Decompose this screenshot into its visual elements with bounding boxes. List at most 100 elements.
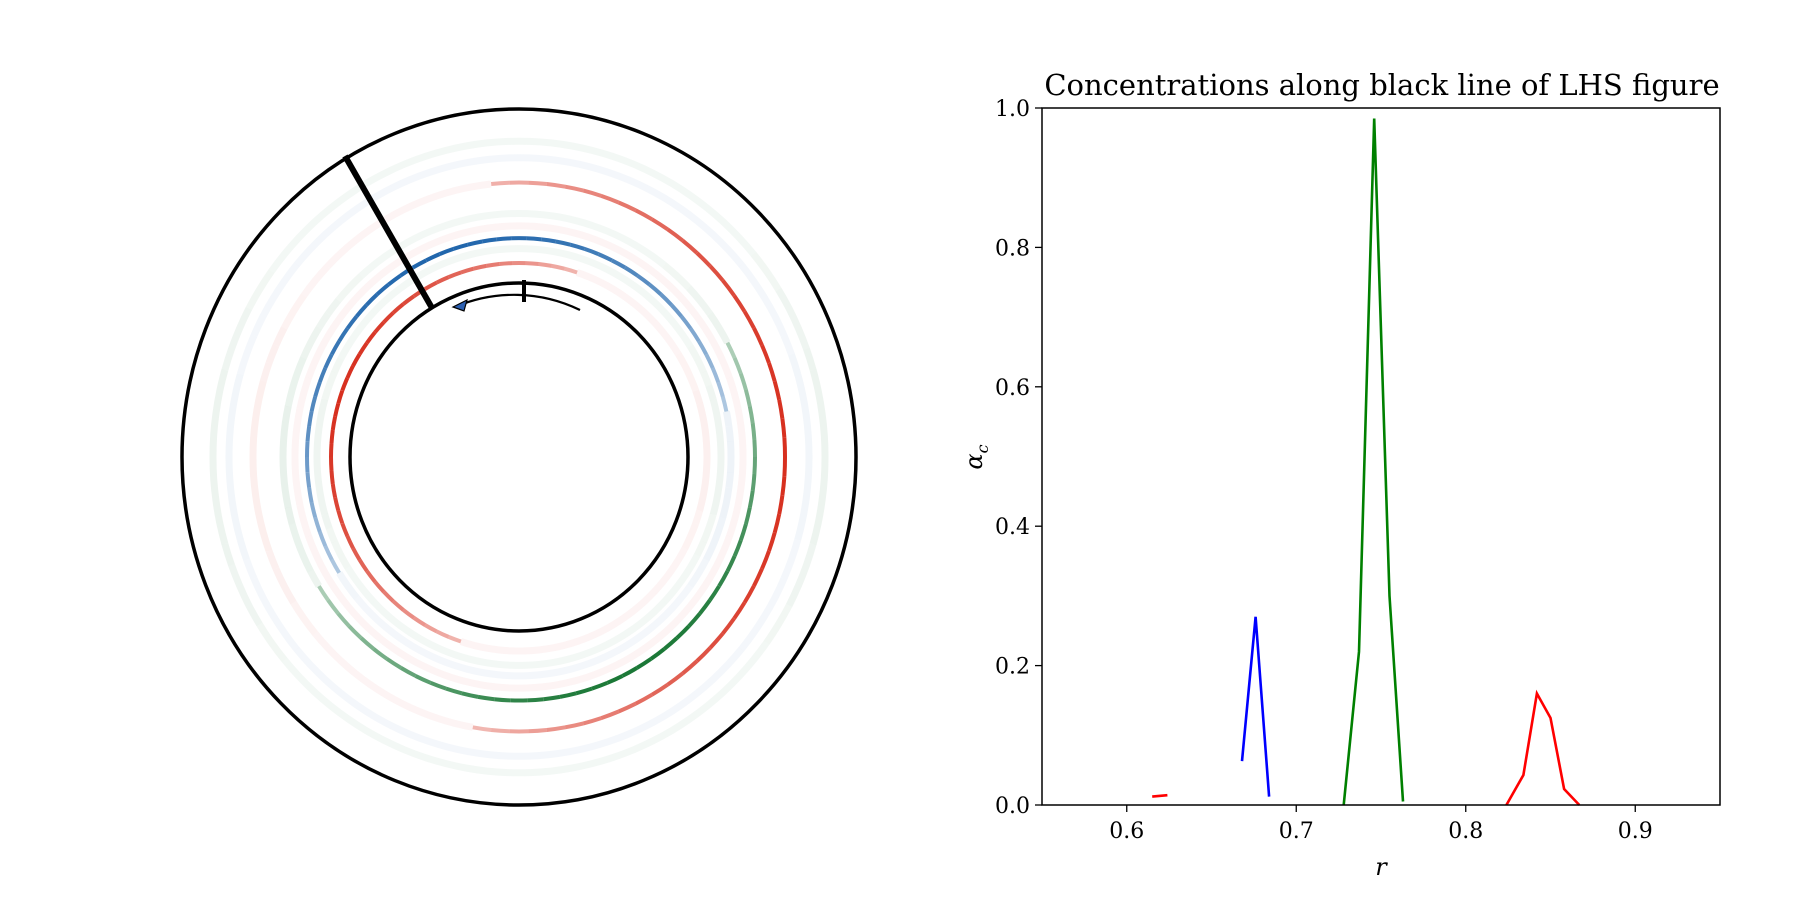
x-axis: 0.6 0.7 0.8 0.9 xyxy=(1109,805,1653,844)
ring-segment xyxy=(228,498,239,520)
ring-segment xyxy=(752,439,757,458)
ring-segment xyxy=(336,509,345,525)
ring-segment xyxy=(752,567,764,587)
ring-segment xyxy=(557,225,575,237)
ring-segment xyxy=(721,279,736,297)
ring-segment xyxy=(553,248,569,259)
ring-segment xyxy=(750,640,770,663)
ring-segment xyxy=(279,439,288,458)
ring-segment xyxy=(688,192,710,211)
ring-segment xyxy=(818,478,828,502)
ring-segment xyxy=(281,405,292,424)
ring-segment xyxy=(687,590,704,608)
ring-segment xyxy=(654,626,672,642)
ring-segment xyxy=(226,477,236,500)
ring-segment xyxy=(495,683,512,692)
ring-segment xyxy=(528,180,548,186)
ring-segment xyxy=(695,676,716,696)
ring-segment xyxy=(331,540,344,557)
ring-segment xyxy=(330,416,338,431)
ring-segment xyxy=(654,272,672,288)
ring-segment xyxy=(216,369,229,393)
ring-segment xyxy=(472,641,488,652)
y-tick-label: 0.0 xyxy=(995,794,1030,819)
ring-segment xyxy=(605,634,622,648)
ring-segment xyxy=(666,671,685,687)
ring-segment xyxy=(352,577,368,594)
ring-segment xyxy=(209,456,218,480)
ring-segment xyxy=(814,390,826,414)
ring-segment xyxy=(564,184,584,193)
ring-segment xyxy=(453,720,474,731)
ring-segment xyxy=(270,279,288,301)
ring-segment xyxy=(528,751,550,760)
ring-segment xyxy=(597,252,613,263)
ring-segment xyxy=(599,621,615,635)
ring-segment xyxy=(725,341,737,359)
ring-segment xyxy=(670,715,693,734)
ring-segment xyxy=(373,320,386,334)
ring-segment xyxy=(675,352,689,368)
ring-segment xyxy=(351,353,362,367)
ring-segment xyxy=(336,612,351,628)
ring-segment xyxy=(256,269,275,292)
ring-segment xyxy=(528,728,548,734)
ring-segment xyxy=(323,545,334,561)
ring-segment xyxy=(486,767,509,777)
ring-segment xyxy=(374,617,391,633)
ring-segment xyxy=(405,654,423,668)
ring-segment xyxy=(567,651,583,663)
ring-segment xyxy=(338,206,359,224)
ring-segment xyxy=(399,265,415,278)
ring-segment xyxy=(281,490,292,509)
ring-segment xyxy=(550,139,573,150)
ring-segment xyxy=(403,153,426,168)
ring-segment xyxy=(809,521,822,545)
ring-segment xyxy=(345,715,368,734)
ring-segment xyxy=(403,746,426,761)
ring-segment xyxy=(209,434,218,458)
ring-segment xyxy=(795,327,810,351)
ring-segment xyxy=(647,617,664,633)
ring-segment xyxy=(588,628,603,641)
ring-segment xyxy=(384,207,404,223)
ring-segment xyxy=(569,661,586,673)
ring-segment xyxy=(575,686,593,696)
ring-segment xyxy=(304,456,310,473)
rotation-arrowhead-icon xyxy=(451,298,468,312)
ring-segment xyxy=(575,217,594,229)
ring-segment xyxy=(314,427,323,443)
ring-segment xyxy=(411,643,428,657)
ring-segment xyxy=(529,767,552,777)
ring-segment xyxy=(525,646,540,655)
ring-segment xyxy=(732,357,743,375)
ring-segment xyxy=(632,301,648,316)
ring-segment xyxy=(705,384,717,401)
ring-segment xyxy=(715,471,724,487)
ring-segment xyxy=(670,577,686,594)
ring-segment xyxy=(648,283,663,296)
ring-segment xyxy=(708,585,721,602)
ring-segment xyxy=(644,184,666,201)
ring-segment xyxy=(820,456,829,480)
ring-segment xyxy=(228,394,239,416)
ring-segment xyxy=(563,266,578,275)
ring-segment xyxy=(479,681,496,691)
ring-segment xyxy=(483,658,499,668)
ring-segment xyxy=(300,616,318,636)
ring-segment xyxy=(361,309,377,326)
ring-segment xyxy=(632,737,655,754)
ring-segment xyxy=(330,483,338,498)
ring-segment xyxy=(649,647,666,661)
ring-segment xyxy=(485,644,500,654)
ring-segment xyxy=(418,708,438,722)
ring-segment xyxy=(467,748,490,759)
ring-segment xyxy=(486,137,509,147)
ring-segment xyxy=(705,689,727,709)
ring-segment xyxy=(592,147,615,161)
ring-segment xyxy=(307,569,322,588)
ring-segment xyxy=(354,702,376,720)
ring-segment xyxy=(225,456,234,479)
ring-segment xyxy=(312,263,331,283)
ring-segment xyxy=(607,731,629,745)
